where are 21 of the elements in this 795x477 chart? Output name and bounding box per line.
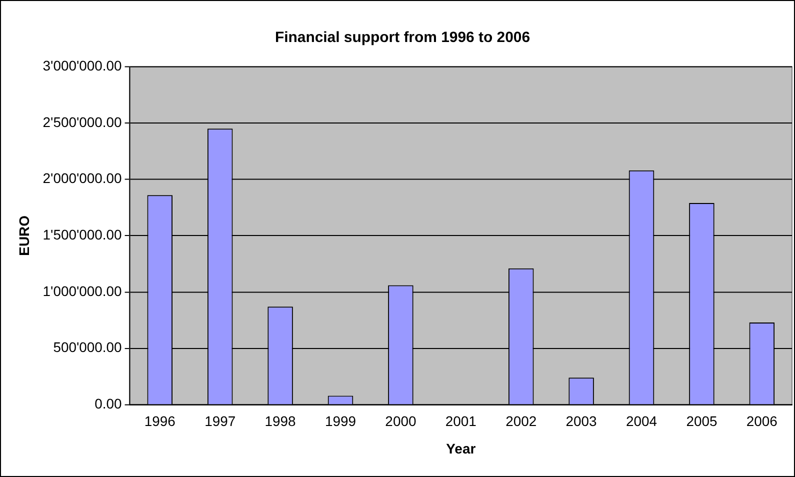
x-tick-label: 2004 [626,412,658,429]
chart-title: Financial support from 1996 to 2006 [274,28,530,46]
y-tick-label: 2'500'000.00 [42,114,122,130]
x-tick-label: 1998 [264,412,296,429]
y-tick-label: 0.00 [94,396,122,412]
y-axis-title: EURO [16,215,32,256]
y-tick-label: 500'000.00 [53,339,122,356]
x-axis-title: Year [446,440,476,457]
x-tick-label: 2005 [686,412,718,429]
x-tick-label: 2000 [385,412,416,429]
x-tick-label: 1997 [204,412,236,429]
y-tick-label: 1'000'000.00 [42,282,122,299]
x-tick-label: 2003 [566,412,598,429]
x-tick-label: 2006 [746,412,778,429]
x-tick-label: 2001 [445,412,477,429]
y-tick-label: 2'000'000.00 [42,170,122,186]
x-tick-label: 1996 [144,412,176,429]
y-tick-label: 3'000'000.00 [42,58,122,74]
x-tick-label: 2002 [506,412,537,429]
y-tick-label: 1'500'000.00 [42,226,122,243]
x-tick-label: 1999 [324,412,356,429]
